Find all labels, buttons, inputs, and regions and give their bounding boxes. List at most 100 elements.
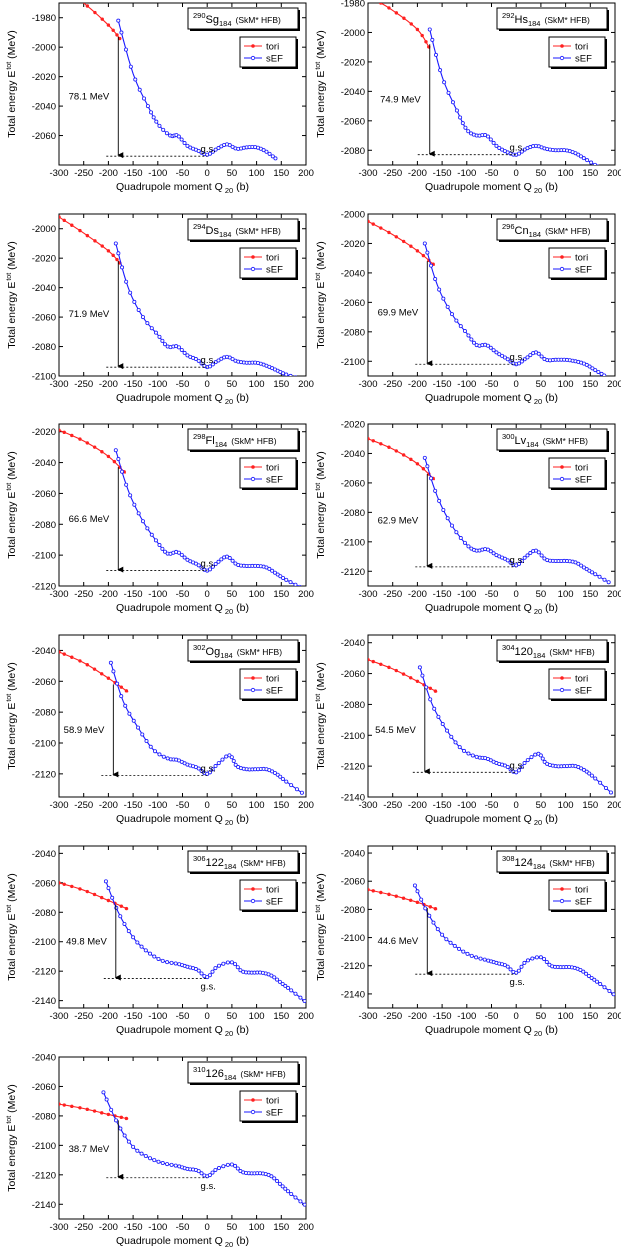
data-point-sef [109, 1107, 114, 1112]
series-line-tori [59, 882, 129, 910]
data-point-sef [529, 755, 534, 760]
data-point-tori [401, 672, 406, 676]
data-point-sef [281, 575, 286, 580]
data-point-sef [462, 329, 467, 334]
y-tick-label: -2060 [32, 1082, 56, 1093]
data-point-sef [602, 985, 607, 990]
y-tick-label: -2020 [32, 72, 56, 83]
x-axis-title-unit: (b) [236, 1024, 249, 1036]
x-tick-label: 0 [205, 1222, 210, 1233]
data-point-sef [229, 960, 234, 965]
data-point-sef [163, 549, 168, 554]
data-point-sef [179, 137, 184, 142]
series-line-tori [368, 659, 438, 693]
data-point-sef [144, 739, 149, 744]
x-axis-title-unit: (b) [545, 1024, 558, 1036]
data-point-tori [379, 890, 383, 895]
data-point-tori [62, 882, 66, 886]
data-point-sef [485, 134, 490, 139]
legend-swatch-marker [250, 55, 256, 61]
series-group [59, 650, 304, 795]
nucleus-box [496, 850, 608, 873]
data-point-sef [299, 790, 304, 795]
data-point-sef [225, 1162, 230, 1167]
data-point-sef [485, 547, 490, 552]
data-point-sef [494, 350, 499, 355]
y-tick-label: -2120 [341, 762, 365, 773]
data-point-sef [441, 296, 446, 301]
y-tick-label: -2100 [32, 551, 56, 562]
data-point-sef [123, 47, 128, 52]
data-point-sef [452, 943, 457, 948]
x-tick-label: -200 [408, 800, 427, 811]
barrier-height-label: 69.9 MeV [378, 308, 419, 319]
x-tick-label: -100 [148, 800, 167, 811]
data-point-sef [169, 1162, 174, 1167]
data-point-sef [445, 728, 450, 733]
series-group [368, 657, 613, 795]
x-tick-label: -250 [74, 589, 93, 600]
data-point-tori [78, 228, 82, 233]
data-point-sef [428, 697, 433, 702]
data-point-sef [176, 345, 181, 350]
method-label: (SkM* HFB) [240, 858, 286, 868]
data-point-sef [229, 1162, 234, 1167]
nucleus-neutrons: 184 [215, 440, 228, 449]
y-tick-label: -2120 [32, 769, 56, 780]
series-line-tori [82, 3, 122, 41]
y-axis-title: Total energy Etot (MeV) [6, 30, 18, 138]
y-tick-label: -2020 [32, 427, 56, 438]
x-axis-title-unit: (b) [236, 602, 249, 614]
data-point-tori [59, 428, 61, 432]
data-point-sef [445, 304, 450, 309]
y-tick-label: -2000 [32, 43, 56, 54]
series-markers-tori [59, 428, 126, 474]
series-markers-sef [412, 883, 615, 997]
y-tick-label: -2080 [341, 508, 365, 519]
data-point-tori [70, 655, 74, 659]
panel-296cn: -300 -250 -200 -150 -100 -50 0 50 100 150 200 -2000… [315, 210, 621, 407]
x-tick-label: 150 [273, 589, 289, 600]
data-point-sef [500, 353, 505, 358]
legend-swatch-marker [251, 887, 255, 891]
data-point-sef [153, 749, 158, 754]
data-point-sef [488, 345, 493, 350]
data-point-sef [592, 977, 597, 982]
data-point-sef [536, 351, 541, 356]
data-point-sef [108, 660, 113, 665]
data-point-sef [519, 149, 524, 154]
legend-label: tori [266, 253, 279, 264]
x-tick-label: 0 [514, 168, 519, 179]
x-tick-label: -150 [433, 800, 452, 811]
panel-308124: -300 -250 -200 -150 -100 -50 0 50 100 150 200 -2040… [315, 845, 621, 1038]
nucleus-box [496, 218, 608, 241]
data-point-sef [140, 519, 145, 524]
series-line-tori [59, 216, 122, 265]
data-point-sef [199, 1171, 204, 1176]
data-point-sef [196, 148, 201, 153]
y-tick-label: -2100 [341, 731, 365, 742]
data-point-sef [280, 1184, 285, 1189]
data-point-sef [297, 584, 302, 586]
x-tick-label: 200 [298, 1222, 314, 1233]
data-point-sef [120, 469, 125, 474]
y-axis-title-main: Total energy E [315, 914, 327, 981]
data-point-sef [261, 148, 266, 153]
series-markers-tori [368, 887, 438, 911]
data-point-tori [394, 894, 398, 898]
data-point-tori [78, 659, 82, 663]
data-point-sef [530, 956, 535, 961]
data-point-sef [122, 1133, 127, 1138]
x-tick-label: 150 [582, 800, 598, 811]
y-axis-title-sup: tot [315, 483, 322, 491]
data-point-tori [371, 659, 375, 664]
x-axis-title-main: Quadrupole moment Q [425, 181, 532, 193]
y-tick-label: -2140 [341, 989, 365, 1000]
x-tick-label: -100 [148, 379, 167, 390]
data-point-sef [149, 326, 154, 331]
nucleus-symbol: 120 [515, 646, 533, 658]
series-markers-sef [103, 879, 306, 1004]
data-point-sef [179, 347, 184, 352]
data-point-sef [429, 263, 434, 268]
x-tick-label: -300 [358, 379, 377, 390]
